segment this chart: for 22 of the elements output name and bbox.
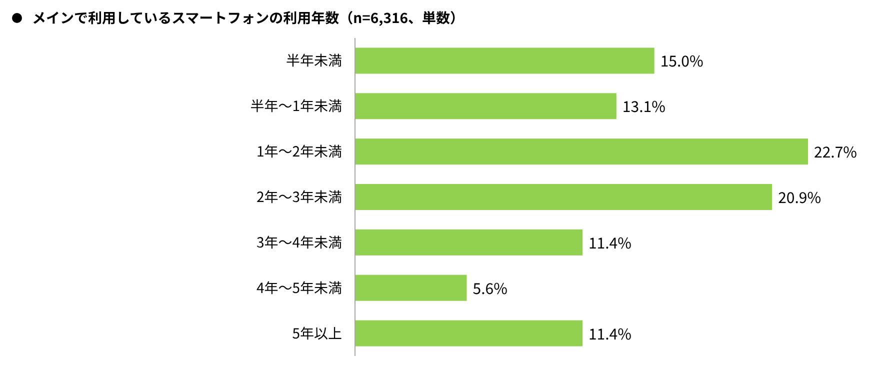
y-tick-label: 5年以上 [292,323,342,344]
data-label: 22.7% [814,142,858,163]
bar [355,274,467,301]
data-label: 13.1% [622,96,666,118]
bar [355,48,654,74]
y-tick-label: 1年～2年未満 [256,142,342,162]
bar [355,93,616,120]
data-label: 11.4% [588,323,632,344]
bar [355,184,772,210]
y-tick-label: 4年～5年未満 [256,278,342,298]
data-label: 20.9% [778,187,822,208]
y-tick-label: 半年～1年未満 [250,96,342,116]
bar [355,138,808,165]
chart-title: メインで利用しているスマートフォンの利用年数（n=6,316、単数） [32,8,464,28]
y-tick-label: 3年～4年未満 [256,232,342,252]
y-tick-label: 半年未満 [286,50,342,71]
bar [355,320,582,346]
y-tick-label: 2年～3年未満 [256,187,342,207]
data-label: 15.0% [660,50,704,72]
bar [355,229,582,256]
data-label: 11.4% [588,232,632,254]
data-label: 5.6% [472,278,508,299]
